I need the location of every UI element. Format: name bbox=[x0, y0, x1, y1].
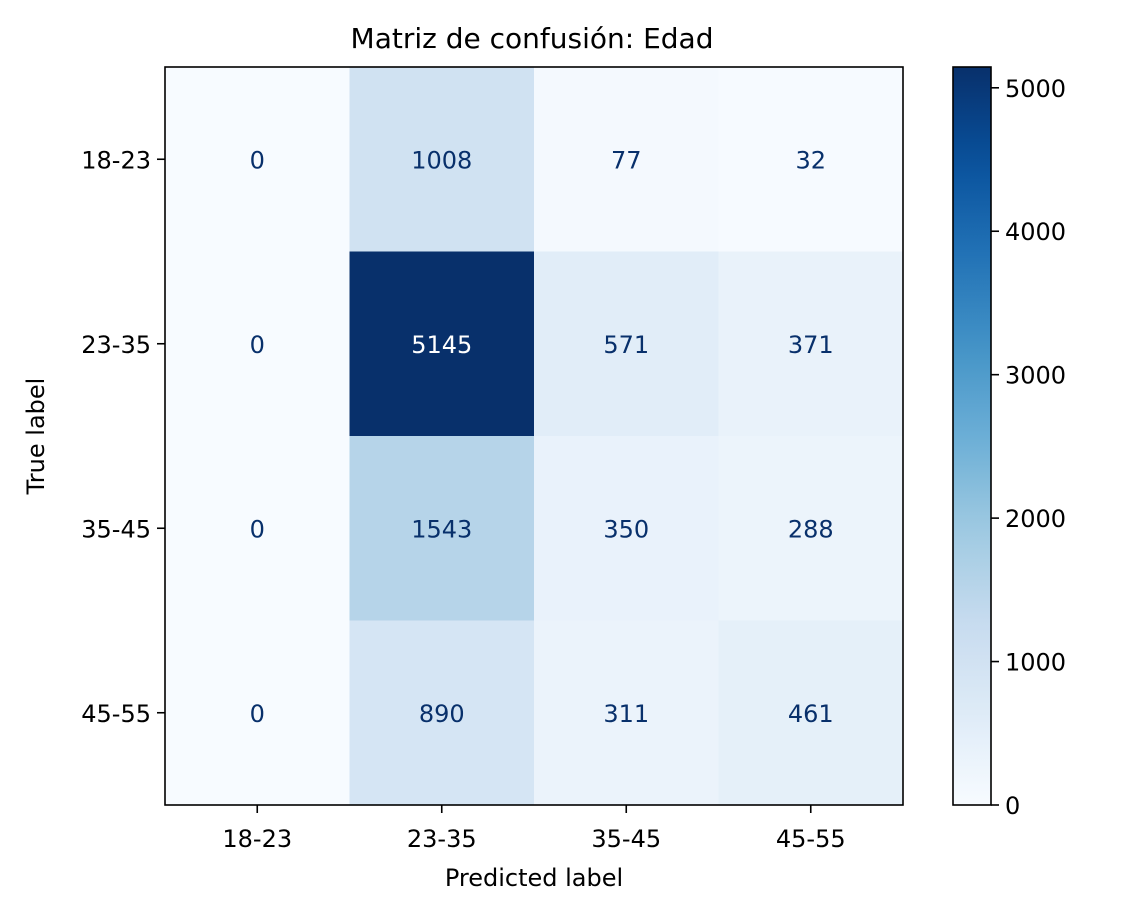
cell-value-label: 0 bbox=[250, 146, 265, 174]
x-tick-label: 18-23 bbox=[222, 825, 292, 853]
cell-value-label: 371 bbox=[788, 331, 834, 359]
x-tick-label: 23-35 bbox=[407, 825, 477, 853]
y-axis-ticks: 18-23 23-35 35-45 45-55 bbox=[81, 146, 165, 728]
heatmap-cell bbox=[534, 251, 719, 437]
cell-value-label: 0 bbox=[250, 515, 265, 543]
colorbar-tick-label: 0 bbox=[1005, 792, 1020, 820]
colorbar-tick-label: 3000 bbox=[1005, 362, 1066, 390]
cell-value-label: 350 bbox=[603, 515, 649, 543]
x-axis-label: Predicted label bbox=[445, 864, 623, 892]
y-tick-label: 23-35 bbox=[81, 331, 151, 359]
chart-title: Matriz de confusión: Edad bbox=[351, 22, 714, 55]
heatmap-cell bbox=[349, 67, 535, 252]
cell-value-label: 1543 bbox=[411, 515, 472, 543]
x-axis-ticks: 18-23 23-35 35-45 45-55 bbox=[222, 805, 846, 853]
cell-value-label: 5145 bbox=[411, 331, 472, 359]
heatmap-cell bbox=[718, 436, 904, 621]
colorbar bbox=[952, 66, 992, 806]
cell-value-label: 461 bbox=[788, 700, 834, 728]
cell-value-label: 32 bbox=[795, 146, 826, 174]
heatmap-cell bbox=[534, 620, 719, 806]
cell-value-labels: 0 1008 77 32 0 5145 571 371 0 1543 350 288 0 890 311 46… bbox=[250, 146, 834, 728]
heatmap-cell bbox=[349, 251, 535, 437]
cell-value-label: 0 bbox=[250, 331, 265, 359]
y-axis-label: True label bbox=[22, 378, 50, 496]
heatmap-cell bbox=[718, 620, 904, 806]
heatmap-cell bbox=[165, 436, 350, 621]
colorbar-tick-label: 2000 bbox=[1005, 505, 1066, 533]
colorbar-tick-label: 1000 bbox=[1005, 649, 1066, 677]
cell-value-label: 288 bbox=[788, 515, 834, 543]
heatmap-cell bbox=[534, 67, 719, 252]
x-tick-label: 45-55 bbox=[776, 825, 846, 853]
colorbar-tick-label: 5000 bbox=[1005, 75, 1066, 103]
cell-value-label: 77 bbox=[611, 146, 642, 174]
heatmap-cell bbox=[165, 620, 350, 806]
cell-value-label: 0 bbox=[250, 700, 265, 728]
y-tick-label: 45-55 bbox=[81, 700, 151, 728]
heatmap-cell bbox=[718, 67, 904, 252]
y-tick-label: 18-23 bbox=[81, 146, 151, 174]
cell-value-label: 571 bbox=[603, 331, 649, 359]
cell-value-label: 1008 bbox=[411, 146, 472, 174]
heatmap-cell bbox=[165, 251, 350, 437]
heatmap-cell bbox=[165, 67, 350, 252]
cell-value-label: 890 bbox=[419, 700, 465, 728]
plot-frame bbox=[164, 66, 904, 806]
heatmap-cell bbox=[534, 436, 719, 621]
heatmap-cell bbox=[349, 620, 535, 806]
heatmap-cells bbox=[165, 67, 904, 806]
colorbar-ticks: 0 1000 2000 3000 4000 5000 bbox=[991, 75, 1066, 820]
colorbar-tick-label: 4000 bbox=[1005, 218, 1066, 246]
cell-value-label: 311 bbox=[603, 700, 649, 728]
heatmap-cell bbox=[718, 251, 904, 437]
heatmap-cell bbox=[349, 436, 535, 621]
x-tick-label: 35-45 bbox=[591, 825, 661, 853]
y-tick-label: 35-45 bbox=[81, 515, 151, 543]
